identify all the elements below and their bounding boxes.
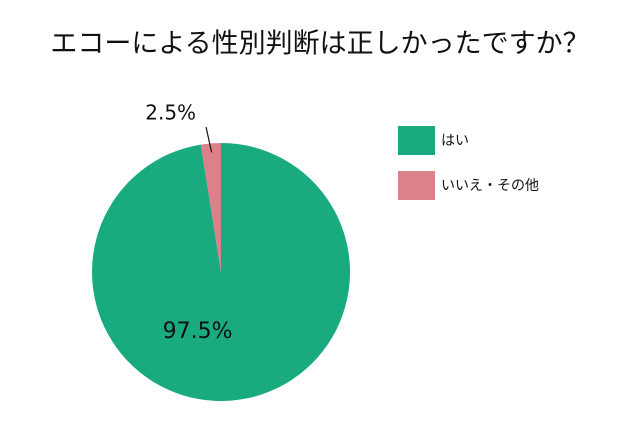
legend-swatch bbox=[398, 171, 435, 200]
pie-slice bbox=[92, 143, 351, 402]
legend-label: いいえ・その他 bbox=[441, 178, 539, 194]
legend-label: はい bbox=[441, 133, 469, 149]
pie-slice bbox=[200, 143, 221, 272]
legend-swatch bbox=[398, 126, 435, 155]
leader-line bbox=[205, 126, 213, 153]
data-label: 2.5% bbox=[145, 101, 196, 125]
chart-title: エコーによる性別判断は正しかったですか？ bbox=[50, 29, 589, 60]
data-label: 97.5% bbox=[163, 319, 233, 344]
